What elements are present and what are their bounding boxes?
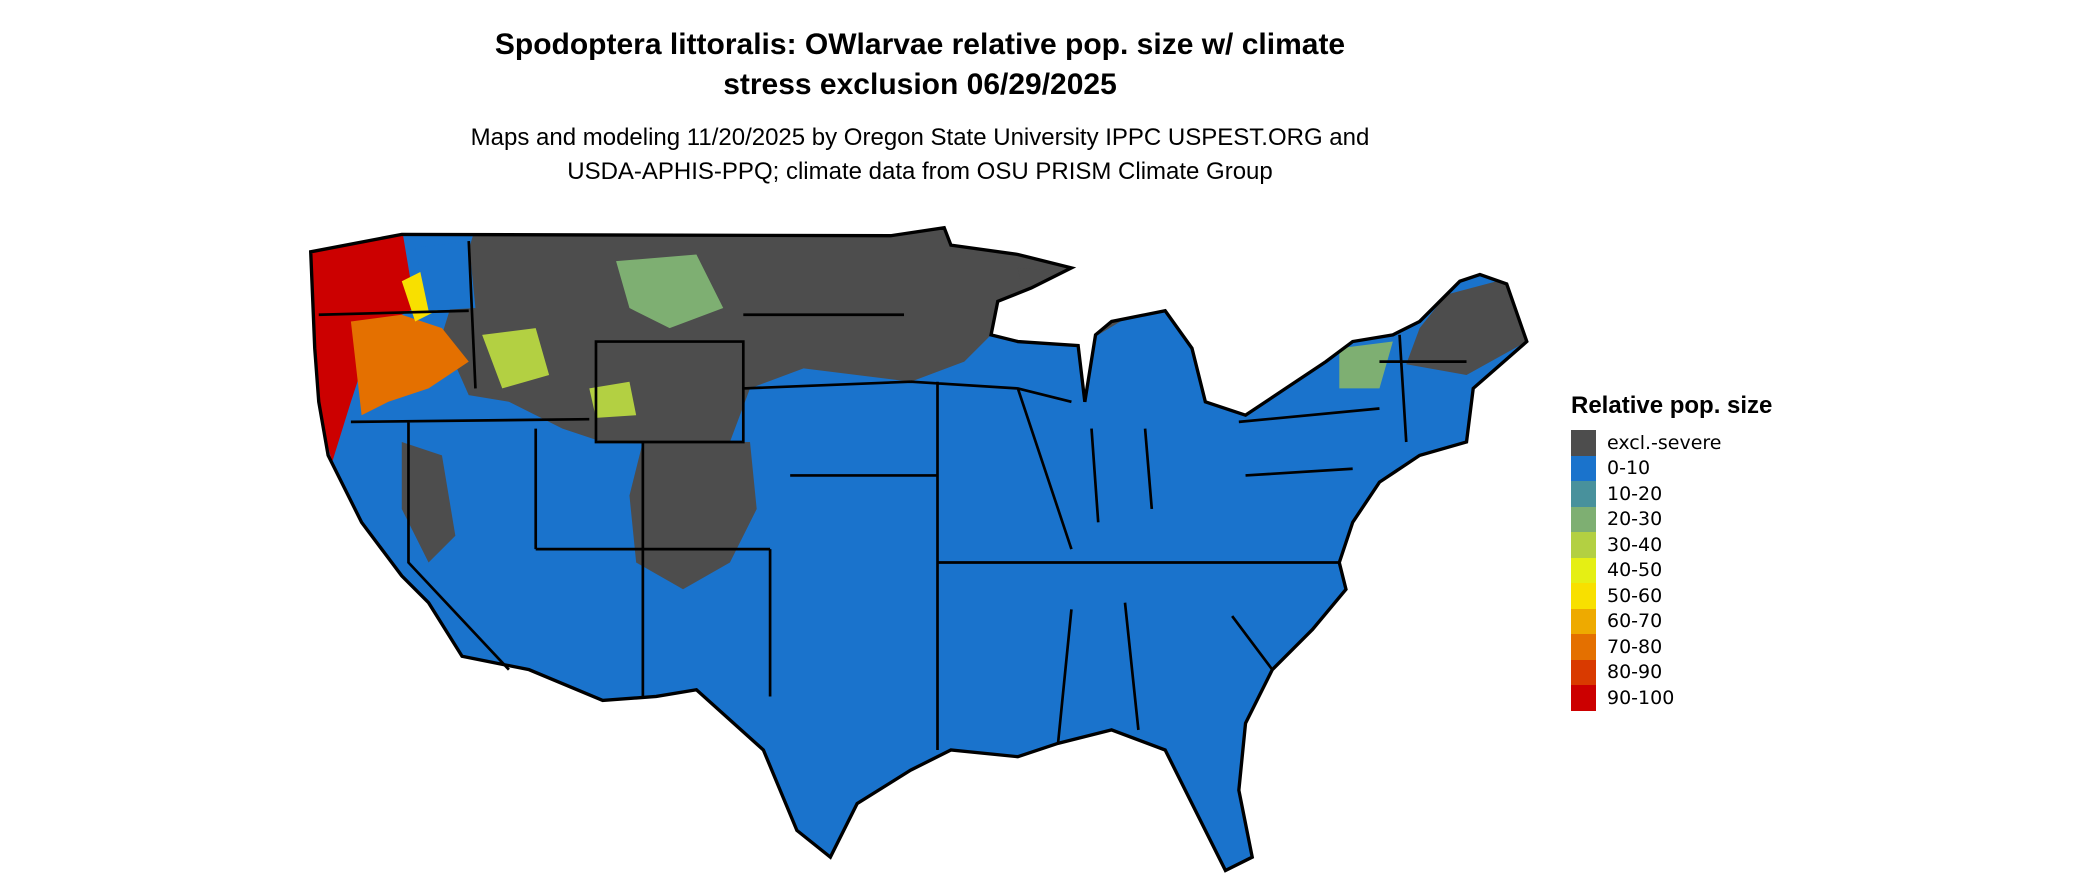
region-10-30-patches [616,254,1393,389]
legend-label: 40-50 [1607,559,1663,582]
legend-swatch [1571,455,1596,481]
legend-label: excl.-severe [1607,431,1722,454]
legend: Relative pop. size excl.-severe 0-10 10-20… [1571,392,1772,711]
legend-title: Relative pop. size [1571,392,1773,419]
legend-label: 60-70 [1607,610,1663,633]
legend-item: 30-40 [1571,532,1772,558]
legend-swatch [1571,659,1596,685]
legend-swatch [1571,481,1596,507]
legend-label: 70-80 [1607,635,1663,658]
subtitle-line1: Maps and modeling 11/20/2025 by Oregon S… [470,124,1370,151]
legend-item: 70-80 [1571,634,1772,660]
state-borders [318,241,1467,751]
legend-label: 50-60 [1607,584,1663,607]
legend-item: 20-30 [1571,506,1772,532]
legend-label: 10-20 [1607,482,1663,505]
map-title-line2: stress exclusion 06/29/2025 [723,68,1117,101]
legend-label: 0-10 [1607,457,1651,480]
legend-swatch [1571,634,1596,660]
legend-label: 20-30 [1607,508,1663,531]
legend-item: excl.-severe [1571,430,1772,456]
region-70-80-west [350,314,469,416]
legend-swatch [1571,532,1596,558]
legend-item: 50-60 [1571,583,1772,609]
legend-swatch [1571,430,1596,456]
legend-swatch [1571,608,1596,634]
legend-swatch [1571,583,1596,609]
region-excl-severe-nevada [401,441,456,563]
legend-item: 90-100 [1571,685,1772,711]
legend-item: 80-90 [1571,659,1772,685]
region-0-10-idaho [415,241,476,311]
legend-item: 60-70 [1571,608,1772,634]
legend-label: 80-90 [1607,661,1663,684]
map-title-line1: Spodoptera littoralis: OWlarvae relative… [494,28,1346,61]
legend-label: 30-40 [1607,533,1663,556]
legend-item: 0-10 [1571,455,1772,481]
subtitle-line2: USDA-APHIS-PPQ; climate data from OSU PR… [567,158,1273,185]
region-excl-severe-rockies [629,441,757,590]
legend-swatch [1571,557,1596,583]
legend-label: 90-100 [1607,686,1675,709]
legend-swatch [1571,506,1596,532]
legend-item: 40-50 [1571,557,1772,583]
region-30-40-patches [482,328,637,418]
legend-item: 10-20 [1571,481,1772,507]
region-excl-severe-maine [1406,278,1527,376]
legend-swatch [1571,685,1596,711]
